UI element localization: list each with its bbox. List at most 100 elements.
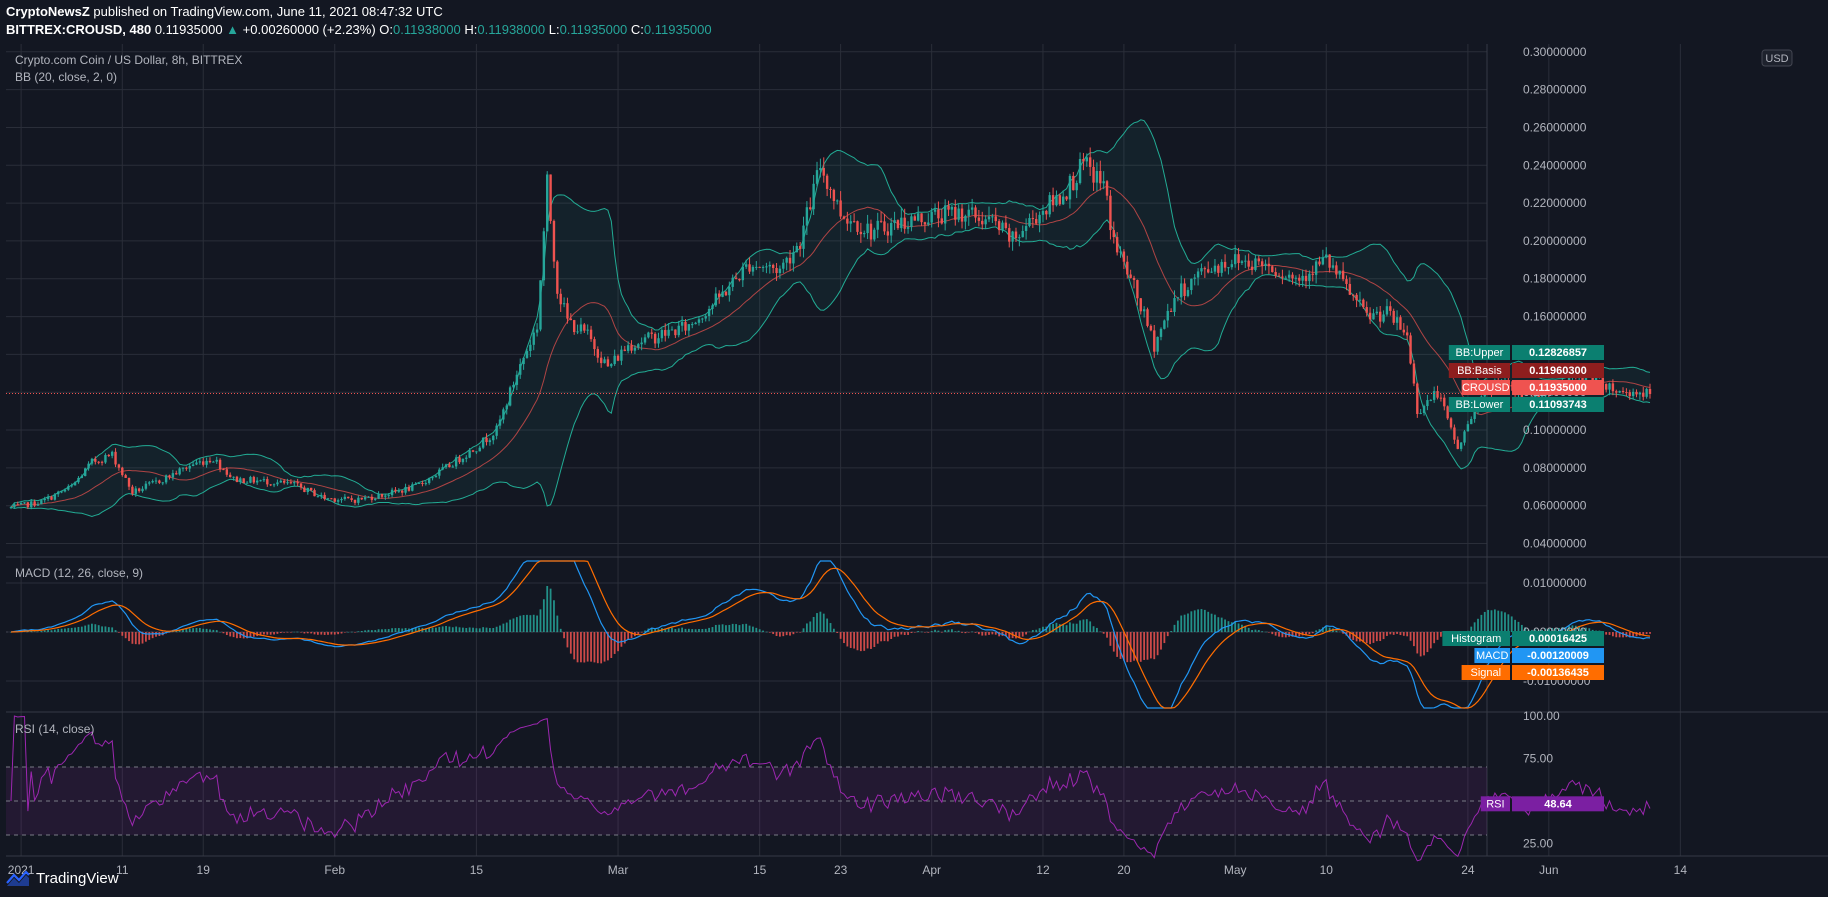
price-candle <box>1604 383 1608 393</box>
bb-lower-tag[interactable]: BB:Lower 0.11093743 <box>1448 397 1604 412</box>
candle-body <box>940 218 943 224</box>
price-candle <box>390 487 394 498</box>
macd-histogram-bar <box>1574 625 1577 633</box>
price-candle <box>492 434 495 445</box>
candle-body <box>110 451 114 456</box>
price-candle <box>475 451 478 455</box>
tradingview-logo-icon[interactable] <box>6 869 30 887</box>
candle-body <box>46 496 50 499</box>
candle-body <box>515 374 519 385</box>
price-candle <box>721 285 724 298</box>
price-candle <box>1085 153 1089 167</box>
macd-histogram-bar <box>30 630 33 633</box>
macd-histogram-bar <box>418 627 420 633</box>
macd-histogram-bar <box>1315 630 1318 633</box>
candle-body <box>492 435 495 441</box>
macd-histogram-bar <box>590 632 592 662</box>
candle-body <box>100 461 104 463</box>
candle-body <box>896 220 900 229</box>
price-candle <box>957 204 960 223</box>
rsi-pane-title[interactable]: RSI (14, close) <box>15 722 94 736</box>
macd-histogram-bar <box>1534 629 1537 633</box>
macd-histogram-bar <box>1291 632 1294 637</box>
candle-body <box>556 261 559 294</box>
candle-body <box>1348 283 1352 295</box>
bb-indicator-title[interactable]: BB (20, close, 2, 0) <box>15 70 117 84</box>
price-candle <box>1193 274 1196 286</box>
price-candle <box>670 326 674 331</box>
price-candle <box>1014 227 1018 242</box>
close-value: 0.11935000 <box>643 22 712 37</box>
price-candle <box>937 201 940 228</box>
price-candle <box>151 479 154 484</box>
rsi-tag[interactable]: RSI 48.64 <box>1480 796 1604 812</box>
candle-body <box>1260 261 1264 267</box>
histogram-tag[interactable]: Histogram 0.00016425 <box>1442 631 1604 646</box>
signal-tag[interactable]: Signal -0.00136435 <box>1461 665 1604 680</box>
price-candle <box>1058 193 1062 206</box>
candle-body <box>249 476 252 483</box>
candle-body <box>893 220 896 223</box>
candle-body <box>1129 274 1132 278</box>
price-candle <box>744 259 748 269</box>
macd-histogram-bar <box>401 628 404 633</box>
candle-body <box>23 502 26 504</box>
macd-histogram-bar <box>1123 632 1125 661</box>
macd-histogram-bar <box>721 624 724 633</box>
price-candle <box>556 260 559 299</box>
candle-body <box>387 495 390 497</box>
macd-histogram-bar <box>630 632 633 639</box>
symbol-interval[interactable]: BITTREX:CROUSD, 480 <box>6 22 152 37</box>
candle-body <box>1126 261 1129 275</box>
candle-body <box>1355 294 1358 301</box>
macd-histogram-bar <box>424 628 427 633</box>
bb-upper-tag[interactable]: BB:Upper 0.12826857 <box>1448 345 1604 360</box>
candle-body <box>1443 397 1446 407</box>
macd-histogram-bar <box>1375 632 1378 642</box>
macd-histogram-bar <box>1119 632 1122 659</box>
candle-body <box>734 277 738 279</box>
price-candle <box>1419 408 1422 415</box>
bb-basis-tag[interactable]: BB:Basis 0.11960300 <box>1448 363 1604 378</box>
price-candle <box>434 475 438 478</box>
tradingview-brand[interactable]: TradingView <box>36 869 119 887</box>
histogram-tag-name-box <box>1442 631 1510 646</box>
price-candle <box>1169 308 1173 312</box>
price-candle <box>148 481 151 486</box>
x-tick-label: Mar <box>608 863 629 877</box>
currency-badge[interactable]: USD <box>1761 49 1793 67</box>
macd-tag[interactable]: MACD -0.00120009 <box>1474 648 1604 663</box>
crousd-tag[interactable]: CROUSD 0.11935000 <box>1461 380 1604 395</box>
macd-histogram-bar <box>1524 627 1527 633</box>
macd-histogram-bar <box>522 615 525 633</box>
price-candle <box>77 476 80 484</box>
candle-body <box>269 484 272 486</box>
macd-histogram-bar <box>1079 620 1081 633</box>
price-candle <box>424 481 428 486</box>
price-candle <box>1112 221 1115 244</box>
macd-histogram-bar <box>532 614 535 633</box>
price-candle <box>1395 310 1399 331</box>
macd-histogram-bar <box>836 632 839 633</box>
candle-body <box>603 359 606 364</box>
macd-pane-title[interactable]: MACD (12, 26, close, 9) <box>15 566 143 580</box>
price-candle <box>893 211 896 230</box>
candle-body <box>957 208 960 220</box>
macd-histogram-bar <box>620 632 623 647</box>
price-candle <box>856 220 859 235</box>
price-candle <box>1628 389 1631 400</box>
price-candle <box>249 475 252 484</box>
price-candle <box>731 274 734 292</box>
macd-histogram-bar <box>698 629 700 633</box>
price-candle <box>1308 270 1311 289</box>
price-tick-label: 0.22000000 <box>1523 196 1587 210</box>
macd-histogram-bar <box>607 632 609 661</box>
candle-body <box>933 209 937 212</box>
price-candle <box>1446 405 1449 420</box>
close-label: C: <box>630 22 644 37</box>
price-candle <box>401 489 404 496</box>
macd-histogram-bar <box>593 632 596 663</box>
author-name[interactable]: CryptoNewsZ <box>6 4 90 19</box>
candle-body <box>444 464 448 468</box>
